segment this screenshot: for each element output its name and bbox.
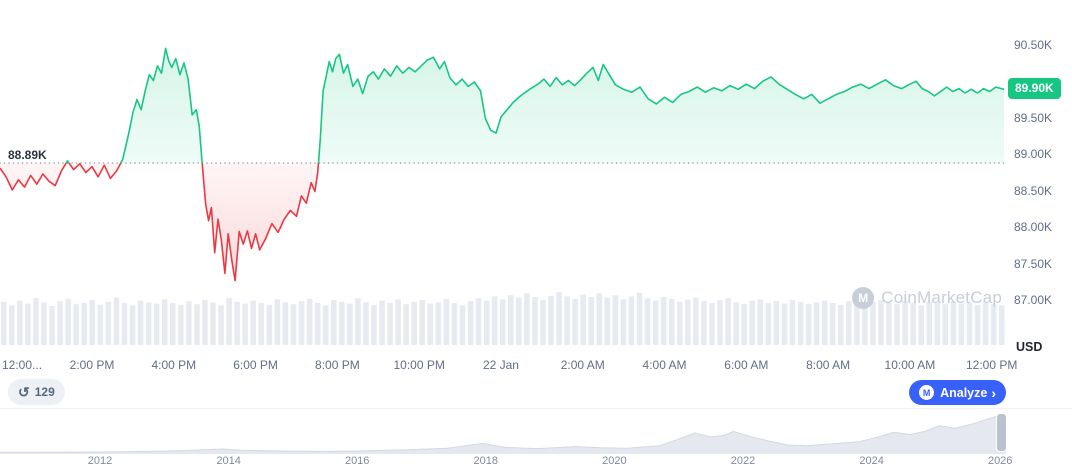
analyze-label: Analyze: [940, 385, 988, 400]
y-axis-tick: 90.50K: [1014, 37, 1053, 52]
y-axis-tick: 87.00K: [1014, 293, 1053, 307]
baseline-price-label: 88.89K: [8, 148, 47, 162]
y-axis-tick: 87.50K: [1014, 256, 1053, 271]
timeline-range-handle[interactable]: [996, 413, 1007, 452]
y-axis-tick: 88.00K: [1014, 220, 1053, 234]
x-axis-tick: 2:00 PM: [69, 358, 115, 372]
analyze-logo-icon: M: [919, 385, 935, 400]
x-axis-tick: 8:00 PM: [315, 358, 360, 372]
y-axis-tick: 88.50K: [1014, 183, 1053, 198]
analyze-button[interactable]: M Analyze ›: [909, 380, 1006, 405]
x-axis: 12:00... 2:00 PM 4:00 PM 6:00 PM 8:00 PM 10:0…: [0, 357, 1017, 375]
x-axis-tick: 2:00 AM: [560, 358, 605, 372]
timeline-year-label: 2026: [987, 455, 1013, 467]
timeline-year-label: 2020: [602, 455, 627, 467]
currency-unit-label[interactable]: USD: [1016, 340, 1043, 354]
chevron-right-icon: ›: [991, 384, 996, 401]
watermark-text: CoinMarketCap: [881, 288, 1002, 307]
x-axis-tick: 12:00...: [2, 358, 43, 372]
timeline-year-label: 2014: [216, 455, 241, 467]
watermark-logo-icon: M: [852, 287, 875, 309]
current-price-badge: 89.90K: [1008, 78, 1061, 99]
history-count: 129: [34, 385, 55, 399]
x-axis-tick: 6:00 AM: [724, 358, 769, 372]
x-axis-tick: 4:00 PM: [151, 358, 197, 372]
y-axis-tick: 89.00K: [1014, 147, 1053, 161]
x-axis-tick: 8:00 AM: [806, 358, 851, 372]
history-clock-icon: ↺: [18, 384, 30, 400]
timeline-year-axis: 2012 2014 2016 2018 2020 2022 2024 2026: [0, 455, 1013, 471]
y-axis-tick: 89.50K: [1014, 110, 1053, 125]
x-axis-tick: 4:00 AM: [642, 358, 687, 372]
x-axis-tick: 10:00 AM: [884, 358, 936, 372]
timeline-year-label: 2012: [87, 455, 113, 467]
x-axis-tick: 22 Jan: [482, 358, 519, 372]
timeline-year-label: 2024: [859, 455, 884, 467]
x-axis-tick: 6:00 PM: [233, 358, 278, 372]
history-count-badge[interactable]: ↺ 129: [8, 379, 65, 405]
timeline-range-selector: 2012 2014 2016 2018 2020 2022 2024 2026: [0, 408, 1072, 471]
timeline-year-label: 2018: [473, 455, 499, 467]
x-axis-tick: 12:00 PM: [965, 358, 1018, 372]
coinmarketcap-watermark: M CoinMarketCap: [852, 287, 1002, 309]
x-axis-tick: 10:00 PM: [393, 358, 445, 372]
timeline-chart[interactable]: [0, 410, 1006, 454]
timeline-year-label: 2022: [730, 455, 756, 467]
y-axis: 89.90K USD 90.50K 89.50K 89.00K 88.50K 88.00…: [1006, 0, 1072, 356]
timeline-year-label: 2016: [344, 455, 370, 467]
price-chart[interactable]: [0, 0, 1006, 356]
